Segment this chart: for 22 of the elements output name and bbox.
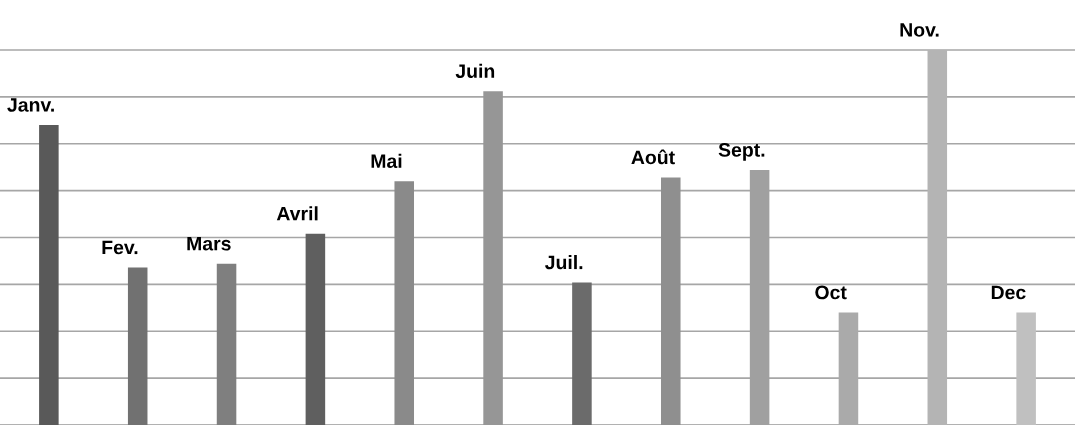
- x-tick-label: Août: [631, 149, 675, 165]
- bar: [394, 181, 415, 425]
- x-tick-label: Janv.: [7, 98, 54, 112]
- bar: [127, 267, 148, 425]
- bar: [483, 91, 503, 425]
- bar: [660, 177, 681, 425]
- bar: [216, 263, 237, 425]
- x-tick-label: Avril: [276, 206, 318, 221]
- bar: [927, 50, 948, 425]
- x-tick-label: Dec: [991, 285, 1026, 300]
- x-tick-label: Mars: [187, 236, 231, 251]
- bar: [305, 233, 326, 425]
- bar: [39, 125, 59, 425]
- x-tick-label: Sept.: [718, 143, 765, 161]
- x-tick-label: Oct: [815, 285, 847, 300]
- bar: [1016, 312, 1036, 425]
- bar: [572, 282, 592, 425]
- x-tick-label: Juil.: [545, 255, 583, 270]
- x-tick-label: Nov.: [900, 23, 939, 37]
- x-tick-label: Fev.: [102, 240, 138, 255]
- x-tick-label: Juin: [455, 63, 495, 79]
- x-tick-label: Mai: [371, 153, 402, 169]
